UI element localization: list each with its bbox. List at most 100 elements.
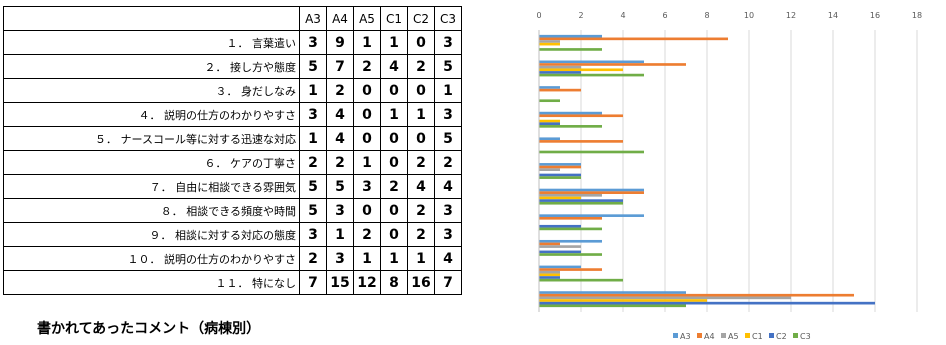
bar-C3 [539, 227, 602, 231]
bar-A5 [539, 193, 602, 197]
row-label: １０． 説明の仕方のわかりやすさ [3, 246, 300, 271]
bar-C2 [539, 122, 560, 126]
count-cell: 0 [353, 126, 381, 151]
bar-C1 [539, 119, 560, 123]
bar-A4 [539, 293, 854, 297]
horizontal-bar-chart: 0 2 4 6 8 10 12 14 16 18 A3 A4 A5 C1 C2 C3 [536, 11, 922, 341]
bar-A4 [539, 216, 602, 220]
bar-C2 [539, 250, 581, 254]
legend-swatch [721, 333, 726, 338]
count-cell: 0 [407, 30, 435, 55]
table-row: １０． 説明の仕方のわかりやすさ 2 3 1 1 1 4 [3, 246, 462, 271]
bar-A4 [539, 88, 581, 92]
legend-label: C1 [752, 332, 763, 341]
count-cell: 1 [299, 126, 327, 151]
bar-C1 [539, 42, 560, 46]
bar-A5 [539, 65, 581, 69]
table-body: １． 言葉遣い 3 9 1 1 0 3 ２． 接し方や態度 5 7 2 4 2 5 ３． 身だしなみ 1 2 0 0… [3, 30, 462, 295]
count-cell: 3 [326, 246, 354, 271]
count-cell: 5 [299, 174, 327, 199]
legend-label: C2 [776, 332, 787, 341]
bar-C3 [539, 150, 644, 154]
legend-swatch [769, 333, 774, 338]
count-cell: 0 [380, 78, 408, 103]
count-cell: 2 [434, 150, 462, 175]
count-cell: 0 [353, 198, 381, 223]
count-cell: 1 [326, 222, 354, 247]
bar-A4 [539, 268, 602, 271]
count-cell: 3 [299, 222, 327, 247]
column-header: A4 [326, 6, 354, 31]
count-cell: 2 [380, 174, 408, 199]
bar-A3 [539, 111, 602, 115]
bar-A5 [539, 296, 791, 300]
bar-C2 [539, 224, 581, 228]
x-tick-label: 18 [912, 11, 922, 20]
bar-A3 [539, 291, 686, 294]
column-header: A3 [299, 6, 327, 31]
table-header-row: A3 A4 A5 C1 C2 C3 [3, 6, 462, 31]
legend-swatch [793, 333, 798, 338]
count-cell: 5 [326, 174, 354, 199]
count-cell: 1 [380, 102, 408, 127]
x-tick-label: 14 [828, 11, 838, 20]
legend-label: A4 [704, 332, 715, 341]
bar-C2 [539, 276, 560, 279]
legend-label: A3 [680, 332, 691, 341]
table-row: ２． 接し方や態度 5 7 2 4 2 5 [3, 54, 462, 79]
bar-A3 [539, 137, 560, 141]
table-row: ４． 説明の仕方のわかりやすさ 3 4 0 1 1 3 [3, 102, 462, 127]
bar-A3 [539, 60, 644, 64]
bar-C1 [539, 68, 623, 72]
count-cell: 4 [326, 126, 354, 151]
count-cell: 9 [326, 30, 354, 55]
bar-A4 [539, 140, 623, 143]
row-label: ９． 相談に対する対応の態度 [3, 222, 300, 247]
row-label: １． 言葉遣い [3, 30, 300, 55]
count-cell: 7 [434, 270, 462, 295]
bar-A5 [539, 270, 560, 274]
count-cell: 0 [353, 102, 381, 127]
legend-swatch [673, 333, 678, 338]
count-cell: 3 [353, 174, 381, 199]
count-cell: 2 [407, 198, 435, 223]
bar-C3 [539, 73, 644, 77]
x-tick-label: 16 [870, 11, 880, 20]
count-cell: 1 [380, 30, 408, 55]
bar-C2 [539, 199, 623, 202]
bar-C3 [539, 304, 686, 308]
count-cell: 1 [353, 246, 381, 271]
bar-A3 [539, 86, 560, 89]
count-cell: 0 [380, 222, 408, 247]
row-label: ２． 接し方や態度 [3, 54, 300, 79]
bar-C3 [539, 201, 623, 205]
count-cell: 2 [407, 222, 435, 247]
table-row: ５． ナースコール等に対する迅速な対応 1 4 0 0 0 5 [3, 126, 462, 151]
count-cell: 1 [380, 246, 408, 271]
table-row: ８． 相談できる頻度や時間 5 3 0 0 2 3 [3, 198, 462, 223]
bar-A4 [539, 242, 560, 246]
count-cell: 3 [434, 102, 462, 127]
comments-caption: 書かれてあったコメント（病棟別） [37, 321, 261, 337]
count-cell: 0 [407, 78, 435, 103]
count-cell: 4 [380, 54, 408, 79]
count-cell: 15 [326, 270, 354, 295]
data-table: A3 A4 A5 C1 C2 C3 １． 言葉遣い 3 9 1 1 0 3 ２． 接し方や態度… [3, 6, 462, 295]
column-header: C1 [380, 6, 408, 31]
x-tick-label: 2 [578, 11, 583, 20]
row-label: ６． ケアの丁寧さ [3, 150, 300, 175]
bar-C2 [539, 71, 581, 74]
count-cell: 3 [326, 198, 354, 223]
count-cell: 0 [353, 78, 381, 103]
count-cell: 2 [326, 150, 354, 175]
table-row: ６． ケアの丁寧さ 2 2 1 0 2 2 [3, 150, 462, 175]
count-cell: 4 [434, 174, 462, 199]
legend-swatch [745, 333, 750, 338]
legend-label: A5 [728, 332, 739, 341]
count-cell: 1 [407, 246, 435, 271]
row-label: ５． ナースコール等に対する迅速な対応 [3, 126, 300, 151]
legend-label: C3 [800, 332, 811, 341]
count-cell: 1 [434, 78, 462, 103]
x-tick-label: 10 [744, 11, 754, 20]
row-label: ８． 相談できる頻度や時間 [3, 198, 300, 223]
